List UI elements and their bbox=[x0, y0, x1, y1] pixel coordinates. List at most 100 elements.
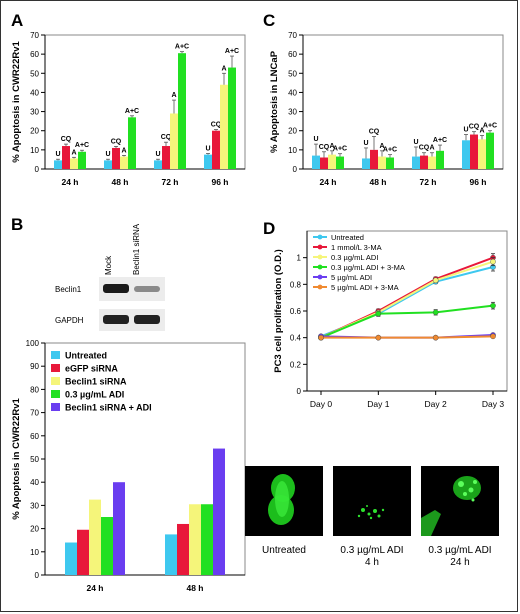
y-tick-label: 100 bbox=[26, 339, 40, 348]
cell-glow bbox=[453, 476, 481, 500]
panel-letter-b: B bbox=[11, 215, 24, 234]
bar-b bbox=[89, 499, 101, 575]
data-point bbox=[490, 302, 496, 309]
bar-label: A bbox=[71, 149, 76, 156]
y-tick-label: 70 bbox=[288, 31, 297, 40]
blot-band-beclin1-sirna bbox=[134, 286, 160, 292]
bar-c bbox=[320, 157, 328, 169]
puncta bbox=[369, 516, 373, 520]
micrograph-caption-adi-4h: 0.3 µg/mL ADI 4 h bbox=[317, 545, 427, 569]
y-tick-label: 40 bbox=[30, 88, 39, 97]
bar-b bbox=[177, 523, 189, 575]
micrograph-untreated bbox=[245, 466, 323, 536]
micrograph-adi-24h-svg bbox=[421, 476, 481, 536]
bar-b bbox=[165, 534, 177, 575]
bar-label: U bbox=[105, 151, 110, 158]
legend-label: 1 mmol/L 3-MA bbox=[331, 243, 382, 252]
puncta bbox=[463, 492, 467, 496]
y-tick-label: 0.6 bbox=[290, 307, 302, 316]
blot-row-label-beclin1: Beclin1 bbox=[55, 285, 82, 294]
y-tick-label: 0 bbox=[35, 165, 40, 174]
bar-label: U bbox=[463, 127, 468, 134]
bar-b bbox=[213, 448, 225, 575]
y-tick-label: 50 bbox=[288, 69, 297, 78]
x-tick-label: Day 1 bbox=[367, 399, 389, 409]
bar-c bbox=[470, 134, 478, 169]
bar-a bbox=[70, 158, 78, 169]
bar-c bbox=[312, 155, 320, 169]
bar-label: A bbox=[479, 128, 484, 135]
bar-label: A+C bbox=[383, 147, 397, 154]
puncta bbox=[373, 509, 377, 513]
panel-letter-c: C bbox=[263, 11, 276, 30]
y-tick-label: 40 bbox=[288, 88, 297, 97]
y-axis-label: PC3 cell proliferation (O.D.) bbox=[273, 249, 284, 373]
bar-a bbox=[170, 113, 178, 169]
data-point bbox=[432, 334, 439, 341]
bar-a bbox=[204, 154, 212, 169]
blot-lane-label-beclin1-sirna: Beclin1 siRNA bbox=[132, 223, 141, 275]
bar-a bbox=[154, 160, 162, 169]
y-tick-label: 0 bbox=[35, 571, 40, 580]
blot-band-gapdh-sirna bbox=[134, 315, 160, 324]
cell-core bbox=[275, 481, 289, 517]
bar-a bbox=[228, 67, 236, 169]
chart-b: 0 10 20 30 40 50 60 70 80 90 100 % Apoptosis in CWR… bbox=[11, 339, 246, 593]
bar-c bbox=[370, 149, 378, 169]
legend-swatch bbox=[51, 390, 60, 398]
caption-line: Untreated bbox=[262, 545, 306, 556]
bar-label: U bbox=[363, 140, 368, 147]
bar-label: A+C bbox=[483, 123, 497, 130]
x-tick-label: 72 h bbox=[419, 177, 436, 187]
y-tick-label: 30 bbox=[288, 108, 297, 117]
bar-label: A bbox=[121, 147, 126, 154]
puncta bbox=[381, 508, 385, 512]
bar-label: A bbox=[429, 145, 434, 152]
legend-marker bbox=[317, 274, 323, 280]
data-point bbox=[375, 310, 382, 317]
bar-a bbox=[178, 53, 186, 169]
data-point bbox=[490, 258, 496, 265]
blot-row-label-gapdh: GAPDH bbox=[55, 316, 84, 325]
y-tick-label: 30 bbox=[30, 108, 39, 117]
y-tick-label: 0.2 bbox=[290, 360, 302, 369]
y-tick-label: 70 bbox=[30, 409, 39, 418]
bar-c bbox=[486, 132, 494, 169]
bar-label: U bbox=[313, 136, 318, 143]
blot-lane-label-mock: Mock bbox=[104, 255, 113, 275]
y-tick-label: 10 bbox=[30, 548, 39, 557]
blot-band-gapdh-mock bbox=[103, 315, 129, 324]
y-tick-label: 0 bbox=[297, 387, 302, 396]
bar-b bbox=[189, 504, 201, 575]
bar-c bbox=[420, 155, 428, 169]
blot-band-beclin1-mock bbox=[103, 284, 129, 293]
legend-label: Untreated bbox=[65, 351, 107, 361]
bar-c bbox=[378, 156, 386, 169]
caption-line: 0.3 µg/mL ADI bbox=[340, 545, 404, 556]
bar-label: CQ bbox=[61, 136, 72, 143]
legend-swatch bbox=[51, 403, 60, 411]
legend-label: Beclin1 siRNA bbox=[65, 377, 127, 387]
y-tick-label: 0.4 bbox=[290, 334, 302, 343]
bar-c bbox=[428, 156, 436, 169]
x-tick-label: 72 h bbox=[161, 177, 178, 187]
y-tick-label: 0.8 bbox=[290, 280, 302, 289]
legend-marker bbox=[317, 244, 323, 250]
data-point bbox=[490, 333, 496, 340]
western-blot: Mock Beclin1 siRNA Beclin1 GAPDH bbox=[41, 219, 171, 341]
y-tick-label: 20 bbox=[30, 525, 39, 534]
y-tick-label: 20 bbox=[30, 127, 39, 136]
bar-label: U bbox=[413, 139, 418, 146]
x-tick-label: 48 h bbox=[186, 583, 203, 593]
y-tick-label: 50 bbox=[30, 455, 39, 464]
bar-label: A bbox=[221, 65, 226, 72]
puncta bbox=[377, 514, 381, 518]
x-tick-label: 24 h bbox=[61, 177, 78, 187]
legend-swatch bbox=[51, 351, 60, 359]
bar-b bbox=[77, 529, 89, 575]
bar-a bbox=[78, 151, 86, 169]
bar-label: CQ bbox=[111, 138, 122, 145]
micrograph-adi-24h bbox=[421, 466, 499, 536]
bar-label: A+C bbox=[433, 137, 447, 144]
